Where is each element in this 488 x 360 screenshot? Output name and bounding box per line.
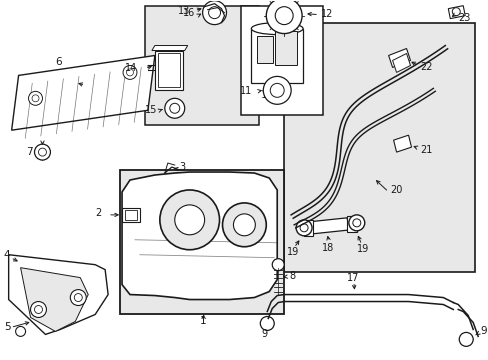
Bar <box>125 210 137 220</box>
Bar <box>144 6 259 125</box>
Circle shape <box>263 76 290 104</box>
Bar <box>257 36 273 63</box>
Circle shape <box>32 95 39 102</box>
Text: 11: 11 <box>240 86 252 96</box>
Bar <box>120 170 284 315</box>
Circle shape <box>160 190 219 250</box>
Circle shape <box>266 0 302 33</box>
Text: 22: 22 <box>420 62 432 72</box>
Text: 19: 19 <box>356 244 368 254</box>
Circle shape <box>39 148 46 156</box>
Circle shape <box>169 103 180 113</box>
Text: 10: 10 <box>261 90 274 100</box>
Polygon shape <box>152 45 187 50</box>
Text: 12: 12 <box>320 9 333 19</box>
Circle shape <box>174 205 204 235</box>
Polygon shape <box>12 55 155 130</box>
Circle shape <box>272 259 284 271</box>
Bar <box>284 23 474 272</box>
Text: 3: 3 <box>180 162 185 172</box>
Bar <box>158 54 180 87</box>
Text: 9: 9 <box>479 327 486 336</box>
Circle shape <box>275 7 292 24</box>
Circle shape <box>35 306 42 314</box>
Circle shape <box>74 293 82 302</box>
Text: 19: 19 <box>286 247 299 257</box>
Polygon shape <box>308 218 350 234</box>
Circle shape <box>352 219 360 227</box>
Circle shape <box>451 8 459 15</box>
Circle shape <box>260 316 274 330</box>
Text: 5: 5 <box>5 323 11 332</box>
Polygon shape <box>388 49 409 67</box>
Circle shape <box>296 220 311 236</box>
Bar <box>275 31 297 66</box>
Text: 23: 23 <box>457 13 469 23</box>
Polygon shape <box>447 6 464 19</box>
Circle shape <box>300 224 307 232</box>
Circle shape <box>30 302 46 318</box>
Circle shape <box>202 1 226 24</box>
Bar <box>241 6 322 115</box>
Polygon shape <box>392 54 409 72</box>
Text: 6: 6 <box>55 58 62 67</box>
Circle shape <box>164 98 184 118</box>
Circle shape <box>222 203 266 247</box>
Circle shape <box>458 332 472 346</box>
Bar <box>155 50 183 90</box>
Bar <box>122 208 140 222</box>
Polygon shape <box>346 216 356 232</box>
Text: 21: 21 <box>420 145 432 155</box>
Polygon shape <box>304 220 312 236</box>
Circle shape <box>35 144 50 160</box>
Text: 20: 20 <box>390 185 402 195</box>
Text: 13: 13 <box>178 6 190 15</box>
Circle shape <box>16 327 25 336</box>
Bar <box>251 28 303 84</box>
Polygon shape <box>20 268 88 332</box>
Text: 14: 14 <box>125 63 137 73</box>
Polygon shape <box>9 255 108 334</box>
Text: 15: 15 <box>144 105 157 115</box>
Circle shape <box>233 214 255 236</box>
Text: 1: 1 <box>199 316 206 327</box>
Text: 8: 8 <box>288 271 295 281</box>
Circle shape <box>348 215 364 231</box>
Circle shape <box>126 69 133 76</box>
Text: 4: 4 <box>4 250 10 260</box>
Ellipse shape <box>251 23 303 35</box>
Text: 17: 17 <box>346 273 359 283</box>
Circle shape <box>123 66 137 80</box>
Circle shape <box>70 289 86 306</box>
Text: 7: 7 <box>26 147 33 157</box>
Polygon shape <box>122 172 277 300</box>
Text: 18: 18 <box>321 243 334 253</box>
Polygon shape <box>393 135 411 152</box>
Circle shape <box>270 84 284 97</box>
Circle shape <box>28 91 42 105</box>
Text: 9: 9 <box>261 329 267 339</box>
Text: 16: 16 <box>183 8 195 18</box>
Circle shape <box>208 7 220 19</box>
Text: 2: 2 <box>95 208 101 218</box>
